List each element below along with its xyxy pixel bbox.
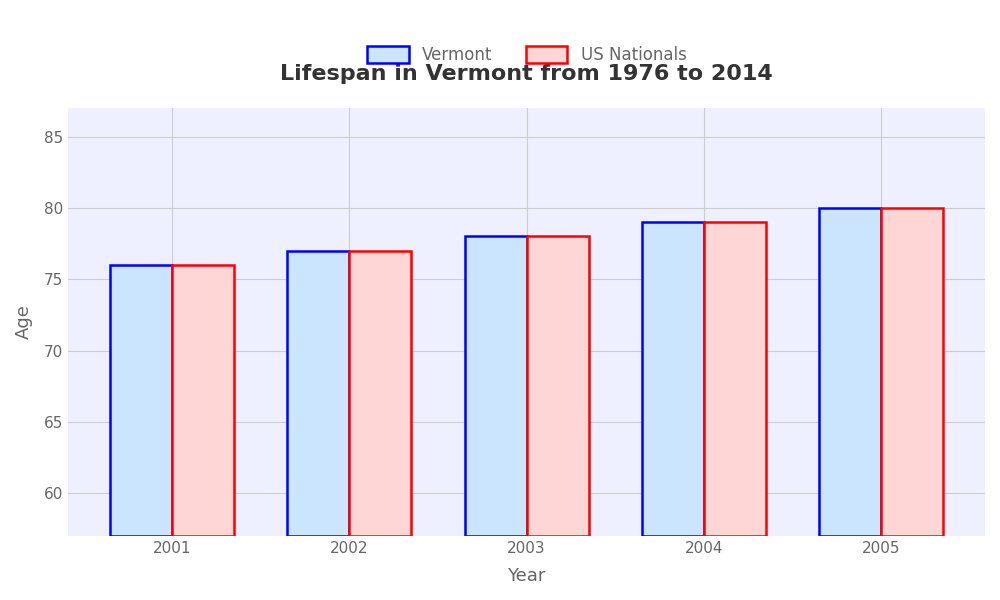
Title: Lifespan in Vermont from 1976 to 2014: Lifespan in Vermont from 1976 to 2014 [280,64,773,84]
Bar [527,236,589,536]
Legend: Vermont, US Nationals: Vermont, US Nationals [360,39,693,71]
Bar [110,265,172,536]
Bar [704,222,766,536]
Bar [642,222,704,536]
Bar [287,251,349,536]
Bar [819,208,881,536]
Bar [349,251,411,536]
Bar [465,236,527,536]
X-axis label: Year: Year [507,567,546,585]
Y-axis label: Age: Age [15,305,33,340]
Bar [172,265,234,536]
Bar [881,208,943,536]
